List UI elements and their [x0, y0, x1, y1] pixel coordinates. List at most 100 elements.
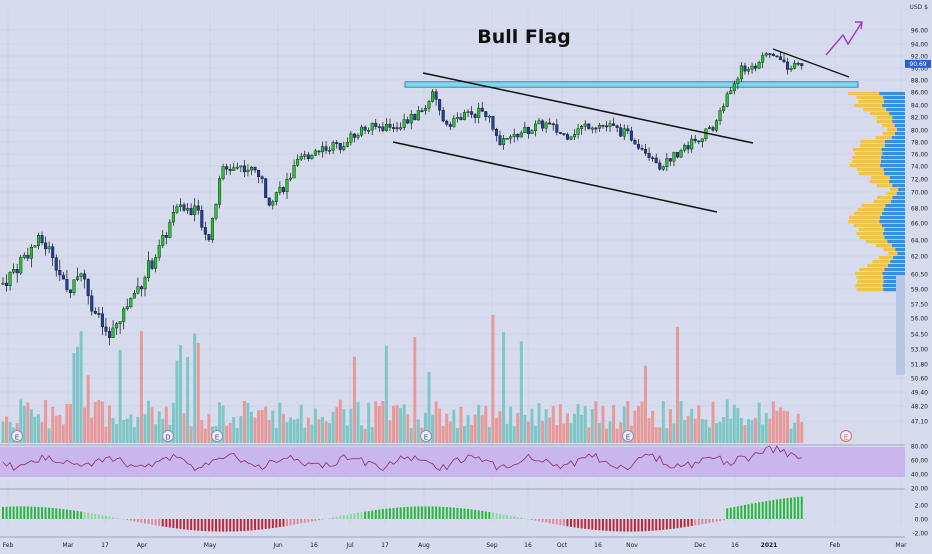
- price-tick-label: 50.60: [911, 376, 928, 383]
- macd-bar: [236, 519, 238, 531]
- candle-body: [509, 137, 512, 139]
- candle-body: [715, 121, 718, 131]
- volume-bar: [701, 419, 704, 443]
- macd-bar: [314, 519, 316, 521]
- candle-body: [414, 114, 417, 120]
- candle-body: [726, 94, 729, 106]
- profile-bar-down: [881, 156, 905, 159]
- macd-bar: [740, 506, 742, 519]
- volume-bar: [431, 415, 434, 443]
- candle-body: [559, 132, 562, 133]
- candle-body: [332, 142, 335, 150]
- macd-bar: [684, 519, 686, 527]
- rsi-tick-label: 40.00: [911, 472, 928, 479]
- macd-bar: [616, 519, 618, 531]
- profile-bar-down: [882, 152, 905, 155]
- candle-body: [488, 116, 491, 117]
- macd-bar: [524, 518, 526, 519]
- candle-body: [470, 112, 473, 115]
- volume-bar: [797, 414, 800, 443]
- macd-bar: [332, 517, 334, 519]
- time-tick-label: Feb: [3, 542, 14, 549]
- volume-bar: [793, 423, 796, 443]
- candle-body: [676, 152, 679, 157]
- macd-bar: [503, 514, 505, 519]
- candle-body: [158, 245, 161, 257]
- macd-bar: [538, 519, 540, 521]
- volume-bar: [768, 419, 771, 443]
- volume-bar: [733, 405, 736, 443]
- profile-bar-up: [863, 108, 886, 111]
- profile-bar-down: [889, 180, 905, 183]
- macd-bar: [109, 517, 111, 519]
- profile-bar-up: [877, 184, 892, 187]
- candle-body: [658, 163, 661, 169]
- volume-bar: [229, 423, 232, 443]
- volume-bar: [335, 407, 338, 443]
- volume-bar: [239, 416, 242, 443]
- volume-bar: [783, 411, 786, 443]
- volume-bar: [570, 423, 573, 443]
- macd-bar: [38, 507, 40, 519]
- macd-bar: [755, 503, 757, 519]
- macd-bar: [297, 519, 299, 524]
- macd-bar: [439, 507, 441, 519]
- macd-bar: [545, 519, 547, 523]
- macd-bar: [613, 519, 615, 531]
- candle-body: [499, 136, 502, 145]
- macd-bar: [591, 519, 593, 530]
- profile-bar-up: [854, 224, 882, 227]
- macd-bar: [748, 504, 750, 519]
- volume-bar: [65, 404, 68, 443]
- event-marker-label: E: [844, 434, 848, 442]
- candle-body: [701, 139, 704, 142]
- macd-bar: [197, 519, 199, 531]
- candle-body: [534, 124, 537, 131]
- profile-bar-down: [892, 196, 905, 199]
- profile-bar-down: [895, 248, 905, 251]
- macd-bar: [300, 519, 302, 523]
- volume-bar: [758, 403, 761, 443]
- price-axis[interactable]: USD $96.0094.0092.0090.0088.0086.0084.00…: [905, 0, 932, 550]
- volume-bar: [651, 411, 654, 443]
- profile-bar-up: [857, 168, 883, 171]
- volume-bar: [456, 428, 459, 443]
- candle-body: [218, 179, 221, 205]
- price-tick-label: 80.00: [911, 128, 928, 135]
- macd-bar: [172, 519, 174, 528]
- price-tick-label: 72.00: [911, 177, 928, 184]
- macd-bar: [137, 519, 139, 522]
- volume-bar: [342, 409, 345, 443]
- volume-bar: [506, 424, 509, 443]
- macd-bar: [517, 517, 519, 519]
- volume-bar: [648, 418, 651, 443]
- volume-bar: [392, 406, 395, 443]
- macd-bar: [187, 519, 189, 530]
- macd-bar: [623, 519, 625, 532]
- candle-body: [421, 111, 424, 112]
- profile-bar-up: [860, 140, 884, 143]
- volume-bar: [591, 409, 594, 443]
- macd-bar: [339, 516, 341, 519]
- volume-bar: [559, 404, 562, 443]
- candle-body: [350, 134, 353, 142]
- profile-bar-up: [859, 172, 884, 175]
- time-tick-label: Mar: [895, 542, 907, 549]
- candle-body: [201, 210, 204, 227]
- price-tick-label: 88.00: [911, 78, 928, 85]
- candle-body: [371, 123, 374, 130]
- profile-bar-up: [879, 256, 894, 259]
- macd-bar: [254, 519, 256, 530]
- price-tick-label: 76.00: [911, 152, 928, 159]
- candle-body: [598, 125, 601, 128]
- macd-bar: [581, 519, 583, 528]
- volume-bar: [658, 427, 661, 443]
- candle-body: [240, 166, 243, 167]
- candle-body: [144, 278, 147, 289]
- candle-body: [147, 261, 150, 278]
- macd-bar: [52, 508, 54, 519]
- profile-bar-up: [860, 236, 885, 239]
- macd-bar: [353, 513, 355, 519]
- candle-body: [193, 206, 196, 215]
- volume-bar: [499, 411, 502, 443]
